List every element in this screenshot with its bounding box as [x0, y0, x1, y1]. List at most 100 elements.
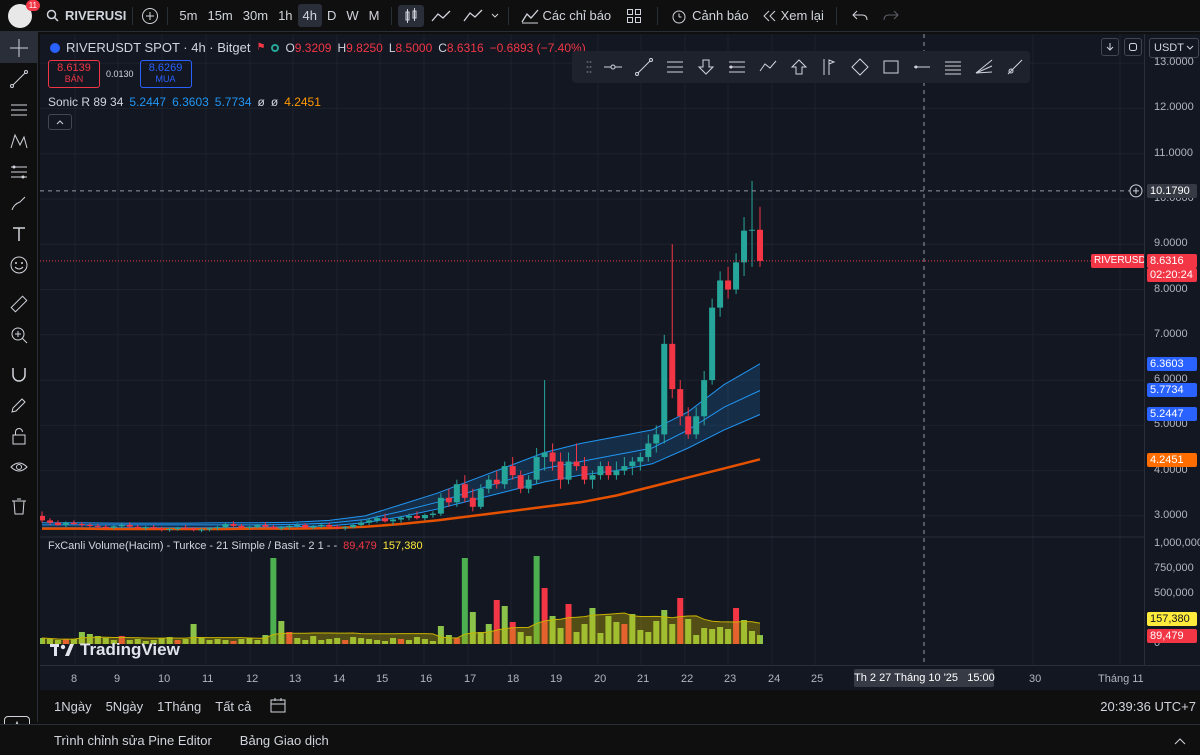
interval-30m[interactable]: 30m — [242, 8, 269, 23]
alerts-button[interactable]: Cảnh báo — [664, 7, 754, 25]
volume-bar — [437, 626, 444, 644]
undo-button[interactable] — [843, 5, 877, 27]
time-tick-label: 21 — [637, 673, 650, 685]
range-bar: 1Ngày 5Ngày 1Tháng Tất cả 20:39:36 UTC+7 — [40, 692, 1200, 720]
lock-drawings-tool[interactable] — [0, 420, 38, 451]
shape-tool[interactable] — [845, 53, 876, 81]
volume-bar — [70, 639, 77, 644]
path-tool[interactable] — [752, 53, 783, 81]
legend-title[interactable]: RIVERUSDT SPOT · 4h · Bitget — [66, 40, 251, 55]
interval-m[interactable]: M — [368, 8, 380, 23]
magnet-tool[interactable] — [0, 358, 38, 389]
chart-type-candles-button[interactable] — [397, 4, 424, 27]
collapse-legend-button[interactable] — [48, 114, 72, 130]
volume-bar — [541, 588, 548, 644]
fib-fan-tool[interactable] — [968, 53, 999, 81]
text-lines-tool[interactable] — [937, 53, 968, 81]
sonic-value-5: ø — [270, 95, 279, 109]
chart-type-dropdown[interactable] — [488, 5, 502, 27]
replay-button[interactable]: Xem lại — [755, 8, 830, 23]
measure-tool[interactable] — [0, 288, 38, 319]
buy-price: 8.6269 — [148, 62, 183, 74]
symbol-legend: RIVERUSDT SPOT · 4h · Bitget ⚑ O8.63169.… — [50, 40, 586, 55]
stay-in-drawing-tool[interactable] — [0, 389, 38, 420]
zoom-tool[interactable] — [0, 319, 38, 350]
fib-channel-tool[interactable] — [721, 53, 752, 81]
trading-panel-tab[interactable]: Bảng Giao dịch — [239, 732, 329, 748]
chart-type-area-button[interactable] — [458, 5, 488, 27]
interval-4h[interactable]: 4h — [297, 4, 322, 27]
range-2[interactable]: 1Tháng — [157, 698, 202, 714]
range-0[interactable]: 1Ngày — [54, 698, 92, 714]
volume-bar — [565, 604, 572, 644]
candle-body — [174, 527, 181, 530]
rectangle-tool[interactable] — [876, 53, 907, 81]
volume-bar — [621, 624, 628, 644]
symbol-search[interactable]: RIVERUSI — [46, 8, 126, 23]
redo-button[interactable] — [877, 5, 905, 27]
brush-quick-tool[interactable] — [999, 53, 1030, 81]
emoji-tool[interactable] — [0, 249, 38, 280]
flag-icon[interactable]: ⚑ — [256, 42, 266, 53]
interval-5m[interactable]: 5m — [179, 8, 198, 23]
drag-handle[interactable] — [580, 53, 598, 81]
brush-tool[interactable] — [0, 187, 38, 218]
fib-tool[interactable] — [0, 94, 38, 125]
range-3[interactable]: Tất cả — [215, 698, 252, 714]
pattern-tool[interactable] — [0, 125, 38, 156]
exchange-logo-icon — [50, 42, 60, 53]
prediction-tool[interactable] — [0, 156, 38, 187]
trend-line-tool[interactable] — [0, 63, 38, 94]
rewind-icon — [762, 10, 775, 21]
rectangle-icon — [883, 60, 899, 74]
candle-body — [382, 518, 389, 522]
range-1[interactable]: 5Ngày — [105, 698, 144, 714]
arrow-down-tool[interactable] — [691, 53, 722, 81]
remove-drawings-tool[interactable] — [0, 490, 38, 521]
horizontal-line-tool[interactable] — [907, 53, 938, 81]
text-tool[interactable] — [0, 218, 38, 249]
volume-bar — [318, 640, 325, 644]
sell-button[interactable]: 8.6139 BÁN — [48, 60, 100, 88]
indicators-button[interactable]: Các chỉ báo — [515, 8, 618, 24]
buy-button[interactable]: 8.6269 MUA — [139, 60, 192, 88]
volume-bar — [573, 632, 580, 644]
sonic-indicator-legend[interactable]: Sonic R 89 34 5.2447 6.3603 5.7734 ø ø 4… — [48, 95, 321, 109]
go-to-date-button[interactable] — [269, 696, 287, 717]
chart-canvas[interactable] — [40, 34, 1144, 689]
interval-d[interactable]: D — [327, 8, 337, 23]
volume-bar — [398, 639, 404, 644]
add-symbol-button[interactable] — [139, 5, 161, 27]
flag-mark-tool[interactable] — [814, 53, 845, 81]
collapse-panel-button[interactable] — [1174, 733, 1186, 748]
candle-body — [142, 527, 149, 529]
hide-drawings-tool[interactable] — [0, 451, 38, 482]
horizontal-ray-tool[interactable] — [598, 53, 629, 81]
pine-editor-tab[interactable]: Trình chỉnh sửa Pine Editor — [54, 732, 212, 748]
auto-scale-button[interactable] — [1124, 38, 1142, 56]
time-axis[interactable]: 8 9 10 11 12 13 14 15 16 17 18 19 20 21 22 23 24 25 30 Thán… — [40, 665, 1200, 690]
interval-15m[interactable]: 15m — [207, 8, 233, 23]
top-toolbar: 11 RIVERUSI 5m 15m 30m 1h 4h D W M Các chỉ báo … — [0, 0, 1200, 32]
volume-bar — [262, 635, 269, 644]
interval-w[interactable]: W — [346, 8, 359, 23]
crosshair-time-tag: Th 2 27 Tháng 10 '25 15:00 — [854, 669, 995, 687]
volume-indicator-legend[interactable]: FxCanli Volume(Hacim) - Turkce - 21 Simp… — [48, 540, 423, 552]
interval-1h[interactable]: 1h — [278, 8, 293, 23]
crosshair-tool[interactable] — [0, 32, 38, 63]
chart-pane[interactable]: TradingView RIVERUSDT SPOT · 4h · Bitget… — [40, 34, 1155, 689]
currency-selector[interactable]: USDT — [1149, 38, 1199, 58]
add-alert-plus-icon[interactable] — [1129, 184, 1143, 198]
scroll-to-latest-button[interactable] — [1101, 38, 1119, 56]
chart-type-line-button[interactable] — [424, 5, 458, 27]
arrow-up-tool[interactable] — [783, 53, 814, 81]
user-avatar[interactable]: 11 — [8, 0, 40, 28]
clock-timezone[interactable]: 20:39:36 UTC+7 — [1100, 698, 1196, 714]
price-axis[interactable]: USDT 13.0000 12.0000 11.0000 10.0000 9.0000 8… — [1144, 34, 1200, 689]
layouts-button[interactable] — [617, 5, 651, 27]
trend-line-quick[interactable] — [629, 53, 660, 81]
ruler-icon — [10, 295, 28, 312]
volume-bar — [102, 638, 109, 644]
candle-body — [342, 527, 349, 529]
parallel-channel-tool[interactable] — [660, 53, 691, 81]
